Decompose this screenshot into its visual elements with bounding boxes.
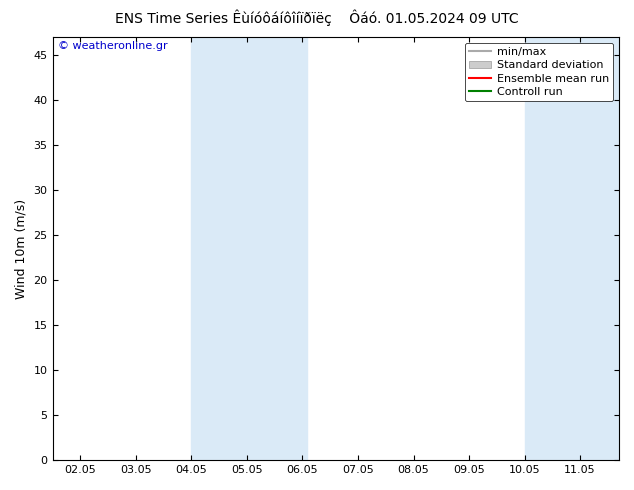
Bar bbox=[524, 37, 634, 460]
Y-axis label: Wind 10m (m/s): Wind 10m (m/s) bbox=[15, 198, 28, 299]
Text: ENS Time Series Êùíóôáíôîíïðïëç    Ôáó. 01.05.2024 09 UTC: ENS Time Series Êùíóôáíôîíïðïëç Ôáó. 01.… bbox=[115, 10, 519, 26]
Legend: min/max, Standard deviation, Ensemble mean run, Controll run: min/max, Standard deviation, Ensemble me… bbox=[465, 43, 614, 101]
Text: © weatheronline.gr: © weatheronline.gr bbox=[58, 41, 168, 51]
Bar bbox=[191, 37, 307, 460]
